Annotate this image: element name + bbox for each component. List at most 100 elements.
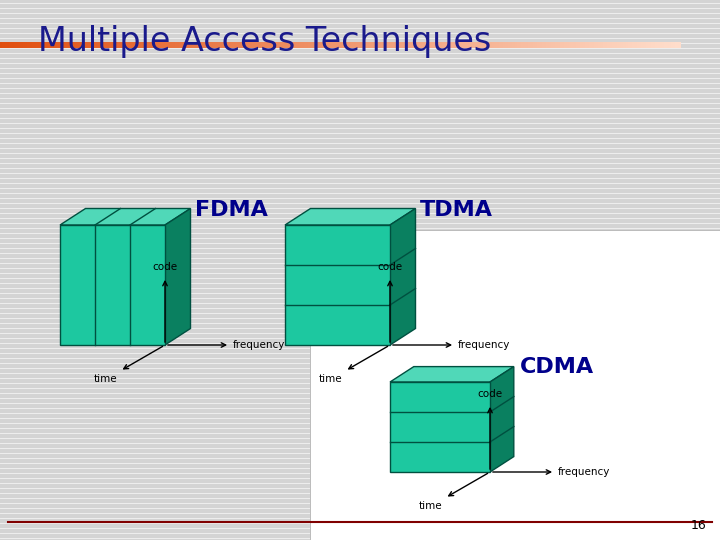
Bar: [109, 42, 112, 48]
Bar: [678, 42, 681, 48]
Bar: [170, 42, 174, 48]
Bar: [161, 42, 164, 48]
Bar: [199, 42, 203, 48]
Bar: [197, 42, 200, 48]
Text: TDMA: TDMA: [420, 200, 493, 220]
Bar: [45, 42, 49, 48]
Text: time: time: [419, 501, 443, 511]
Bar: [374, 42, 377, 48]
Bar: [247, 42, 251, 48]
Bar: [573, 42, 577, 48]
Bar: [651, 42, 654, 48]
Polygon shape: [285, 208, 415, 225]
Bar: [279, 42, 282, 48]
Bar: [4, 42, 8, 48]
Bar: [50, 42, 53, 48]
Bar: [107, 42, 109, 48]
Bar: [347, 42, 350, 48]
Bar: [458, 42, 461, 48]
Bar: [503, 42, 506, 48]
Bar: [302, 42, 305, 48]
Bar: [419, 42, 423, 48]
Bar: [632, 42, 636, 48]
Bar: [569, 42, 572, 48]
Bar: [27, 42, 30, 48]
Bar: [462, 42, 466, 48]
Bar: [140, 42, 144, 48]
Bar: [322, 42, 325, 48]
Bar: [206, 42, 210, 48]
Bar: [338, 42, 341, 48]
Bar: [6, 42, 10, 48]
Bar: [251, 42, 255, 48]
Bar: [41, 42, 44, 48]
Bar: [127, 42, 130, 48]
Bar: [261, 42, 264, 48]
Bar: [449, 42, 452, 48]
Bar: [442, 42, 445, 48]
Bar: [61, 42, 65, 48]
Bar: [494, 42, 498, 48]
Bar: [464, 42, 468, 48]
Bar: [523, 42, 527, 48]
Bar: [233, 42, 237, 48]
Bar: [195, 42, 198, 48]
Bar: [265, 42, 269, 48]
Bar: [30, 42, 32, 48]
Bar: [336, 42, 338, 48]
Bar: [585, 42, 588, 48]
Bar: [249, 42, 253, 48]
Bar: [150, 42, 153, 48]
Bar: [392, 42, 395, 48]
Bar: [634, 42, 638, 48]
Bar: [533, 42, 536, 48]
Bar: [229, 42, 232, 48]
Bar: [118, 42, 121, 48]
Bar: [667, 42, 670, 48]
Bar: [245, 42, 248, 48]
Bar: [626, 42, 629, 48]
Bar: [671, 42, 674, 48]
Bar: [413, 42, 416, 48]
Bar: [675, 42, 679, 48]
Bar: [308, 42, 312, 48]
Bar: [562, 42, 565, 48]
Bar: [600, 42, 604, 48]
Bar: [660, 42, 663, 48]
Bar: [209, 42, 212, 48]
Bar: [379, 42, 382, 48]
Bar: [213, 42, 216, 48]
Bar: [438, 42, 441, 48]
Bar: [202, 42, 205, 48]
Bar: [129, 42, 132, 48]
Text: time: time: [94, 374, 118, 384]
Bar: [43, 42, 46, 48]
Bar: [312, 42, 316, 48]
Bar: [276, 42, 280, 48]
Bar: [71, 42, 73, 48]
Bar: [560, 42, 563, 48]
Bar: [292, 42, 296, 48]
Bar: [363, 42, 366, 48]
Bar: [490, 42, 493, 48]
Text: code: code: [153, 262, 178, 272]
Bar: [274, 42, 277, 48]
Bar: [648, 42, 652, 48]
Bar: [433, 42, 436, 48]
Bar: [567, 42, 570, 48]
Bar: [624, 42, 626, 48]
Bar: [290, 42, 294, 48]
Bar: [517, 42, 520, 48]
Bar: [512, 42, 516, 48]
Bar: [177, 42, 180, 48]
Bar: [243, 42, 246, 48]
Bar: [22, 42, 26, 48]
Bar: [342, 42, 346, 48]
Bar: [642, 42, 644, 48]
Bar: [227, 42, 230, 48]
Bar: [444, 42, 448, 48]
Bar: [222, 42, 225, 48]
Bar: [492, 42, 495, 48]
Bar: [485, 42, 488, 48]
Bar: [190, 42, 194, 48]
